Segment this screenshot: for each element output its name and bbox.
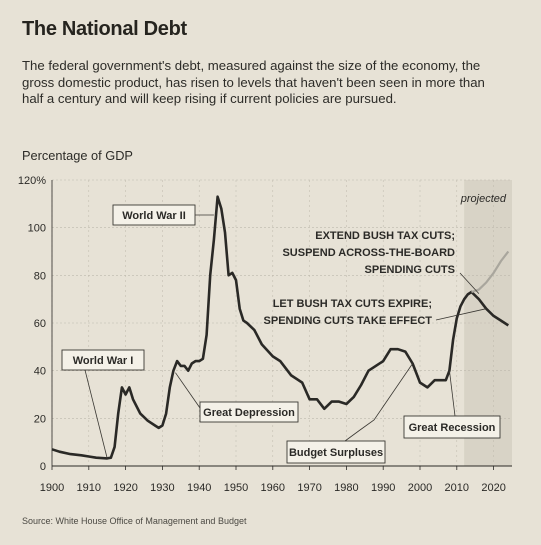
x-tick-label: 2010 [445, 482, 469, 494]
y-tick-label: 60 [34, 318, 46, 330]
chart-title: The National Debt [22, 18, 187, 40]
x-tick-label: 1950 [224, 482, 248, 494]
x-tick-label: 2020 [481, 482, 505, 494]
y-tick-label: 20 [34, 413, 46, 425]
x-tick-label: 2000 [408, 482, 432, 494]
source-note: Source: White House Office of Management… [22, 516, 247, 526]
annotation-great-recession-label: Great Recession [409, 422, 496, 434]
annotation-let-tax-cuts-expire-leader [435, 308, 487, 321]
x-tick-label: 1930 [150, 482, 174, 494]
annotation-great-recession-leader [449, 370, 456, 417]
x-tick-label: 1960 [261, 482, 285, 494]
y-tick-label: 100 [28, 223, 46, 235]
annotation-great-depression-box [199, 401, 299, 423]
x-tick-label: 1920 [113, 482, 137, 494]
chart-description: The federal government's debt, measured … [22, 58, 485, 107]
annotation-extend-tax-cuts-leader [459, 272, 480, 294]
annotation-world-war-1-label: World War I [73, 355, 134, 367]
annotation-budget-surpluses-label: Budget Surpluses [289, 447, 383, 459]
annotation-great-depression-leader [175, 372, 201, 409]
y-tick-label: 40 [34, 366, 46, 378]
y-tick-label: 0 [40, 461, 46, 473]
x-tick-label: 1980 [334, 482, 358, 494]
annotation-budget-surpluses-leader [344, 363, 413, 442]
x-tick-label: 1910 [77, 482, 101, 494]
annotation-let-tax-cuts-expire-line: LET BUSH TAX CUTS EXPIRE; [273, 298, 432, 310]
annotation-extend-tax-cuts-line: SPENDING CUTS [365, 264, 455, 276]
y-tick-label: 80 [34, 270, 46, 282]
annotation-world-war-2-label: World War II [122, 210, 186, 222]
annotation-great-depression-label: Great Depression [203, 407, 295, 419]
annotation-budget-surpluses-box [286, 440, 386, 464]
debt-series-line [51, 195, 510, 460]
y-tick-label: 120% [18, 175, 46, 187]
x-tick-label: 1970 [297, 482, 321, 494]
x-tick-label: 1990 [371, 482, 395, 494]
x-tick-label: 1900 [40, 482, 64, 494]
annotation-world-war-1-leader [84, 369, 108, 459]
annotation-let-tax-cuts-expire-line: SPENDING CUTS TAKE EFFECT [264, 315, 433, 327]
annotation-extend-tax-cuts-line: SUSPEND ACROSS-THE-BOARD [282, 247, 455, 259]
y-axis-label: Percentage of GDP [22, 148, 133, 163]
annotation-great-recession-box [403, 415, 501, 439]
extend-tax-cuts-series-line [471, 250, 510, 294]
annotation-extend-tax-cuts-line: EXTEND BUSH TAX CUTS; [315, 230, 455, 242]
annotation-world-war-1-box [61, 349, 145, 371]
x-tick-label: 1940 [187, 482, 211, 494]
projected-label: projected [460, 193, 507, 205]
